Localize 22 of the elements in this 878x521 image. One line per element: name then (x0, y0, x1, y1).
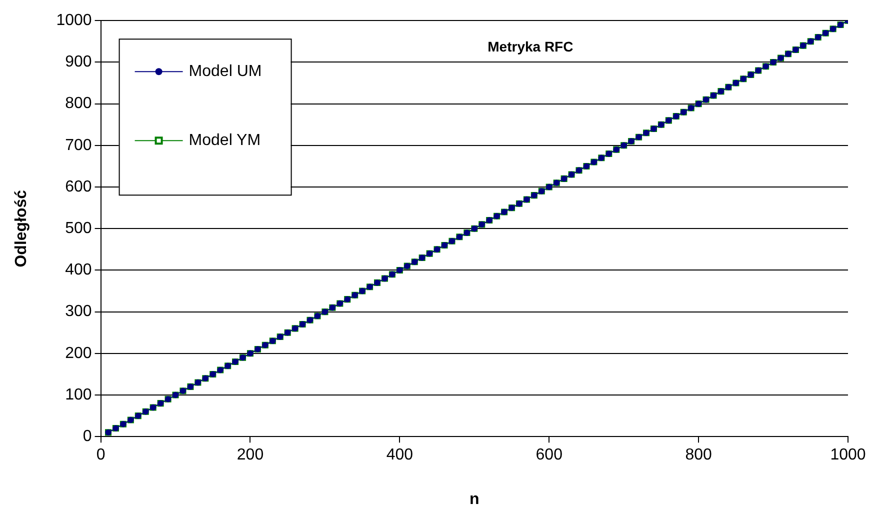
x-tick-label: 400 (386, 446, 414, 464)
y-tick-label: 100 (65, 386, 92, 404)
y-tick-label: 200 (65, 344, 92, 362)
y-tick-label: 300 (65, 303, 92, 320)
x-tick-label: 1000 (830, 446, 866, 464)
y-tick-label: 700 (65, 136, 92, 154)
legend-label: Model YM (188, 132, 261, 150)
y-tick-label: 900 (65, 54, 92, 71)
x-tick-label: 0 (96, 446, 106, 464)
legend-label: Model UM (188, 63, 262, 80)
y-tick-label: 600 (65, 178, 92, 196)
y-tick-label: 800 (65, 95, 92, 112)
y-tick-label: 1000 (56, 12, 92, 30)
y-tick-label: 500 (65, 220, 92, 238)
x-axis-title: n (470, 490, 480, 508)
y-tick-label: 0 (82, 428, 92, 446)
text: Metryka RFC (488, 38, 574, 54)
y-tick-label: 400 (65, 262, 92, 279)
x-tick-label: 600 (536, 446, 563, 464)
x-tick-label: 200 (236, 446, 264, 464)
y-axis-title: Odległość (13, 190, 30, 268)
x-tick-label: 800 (685, 446, 712, 464)
